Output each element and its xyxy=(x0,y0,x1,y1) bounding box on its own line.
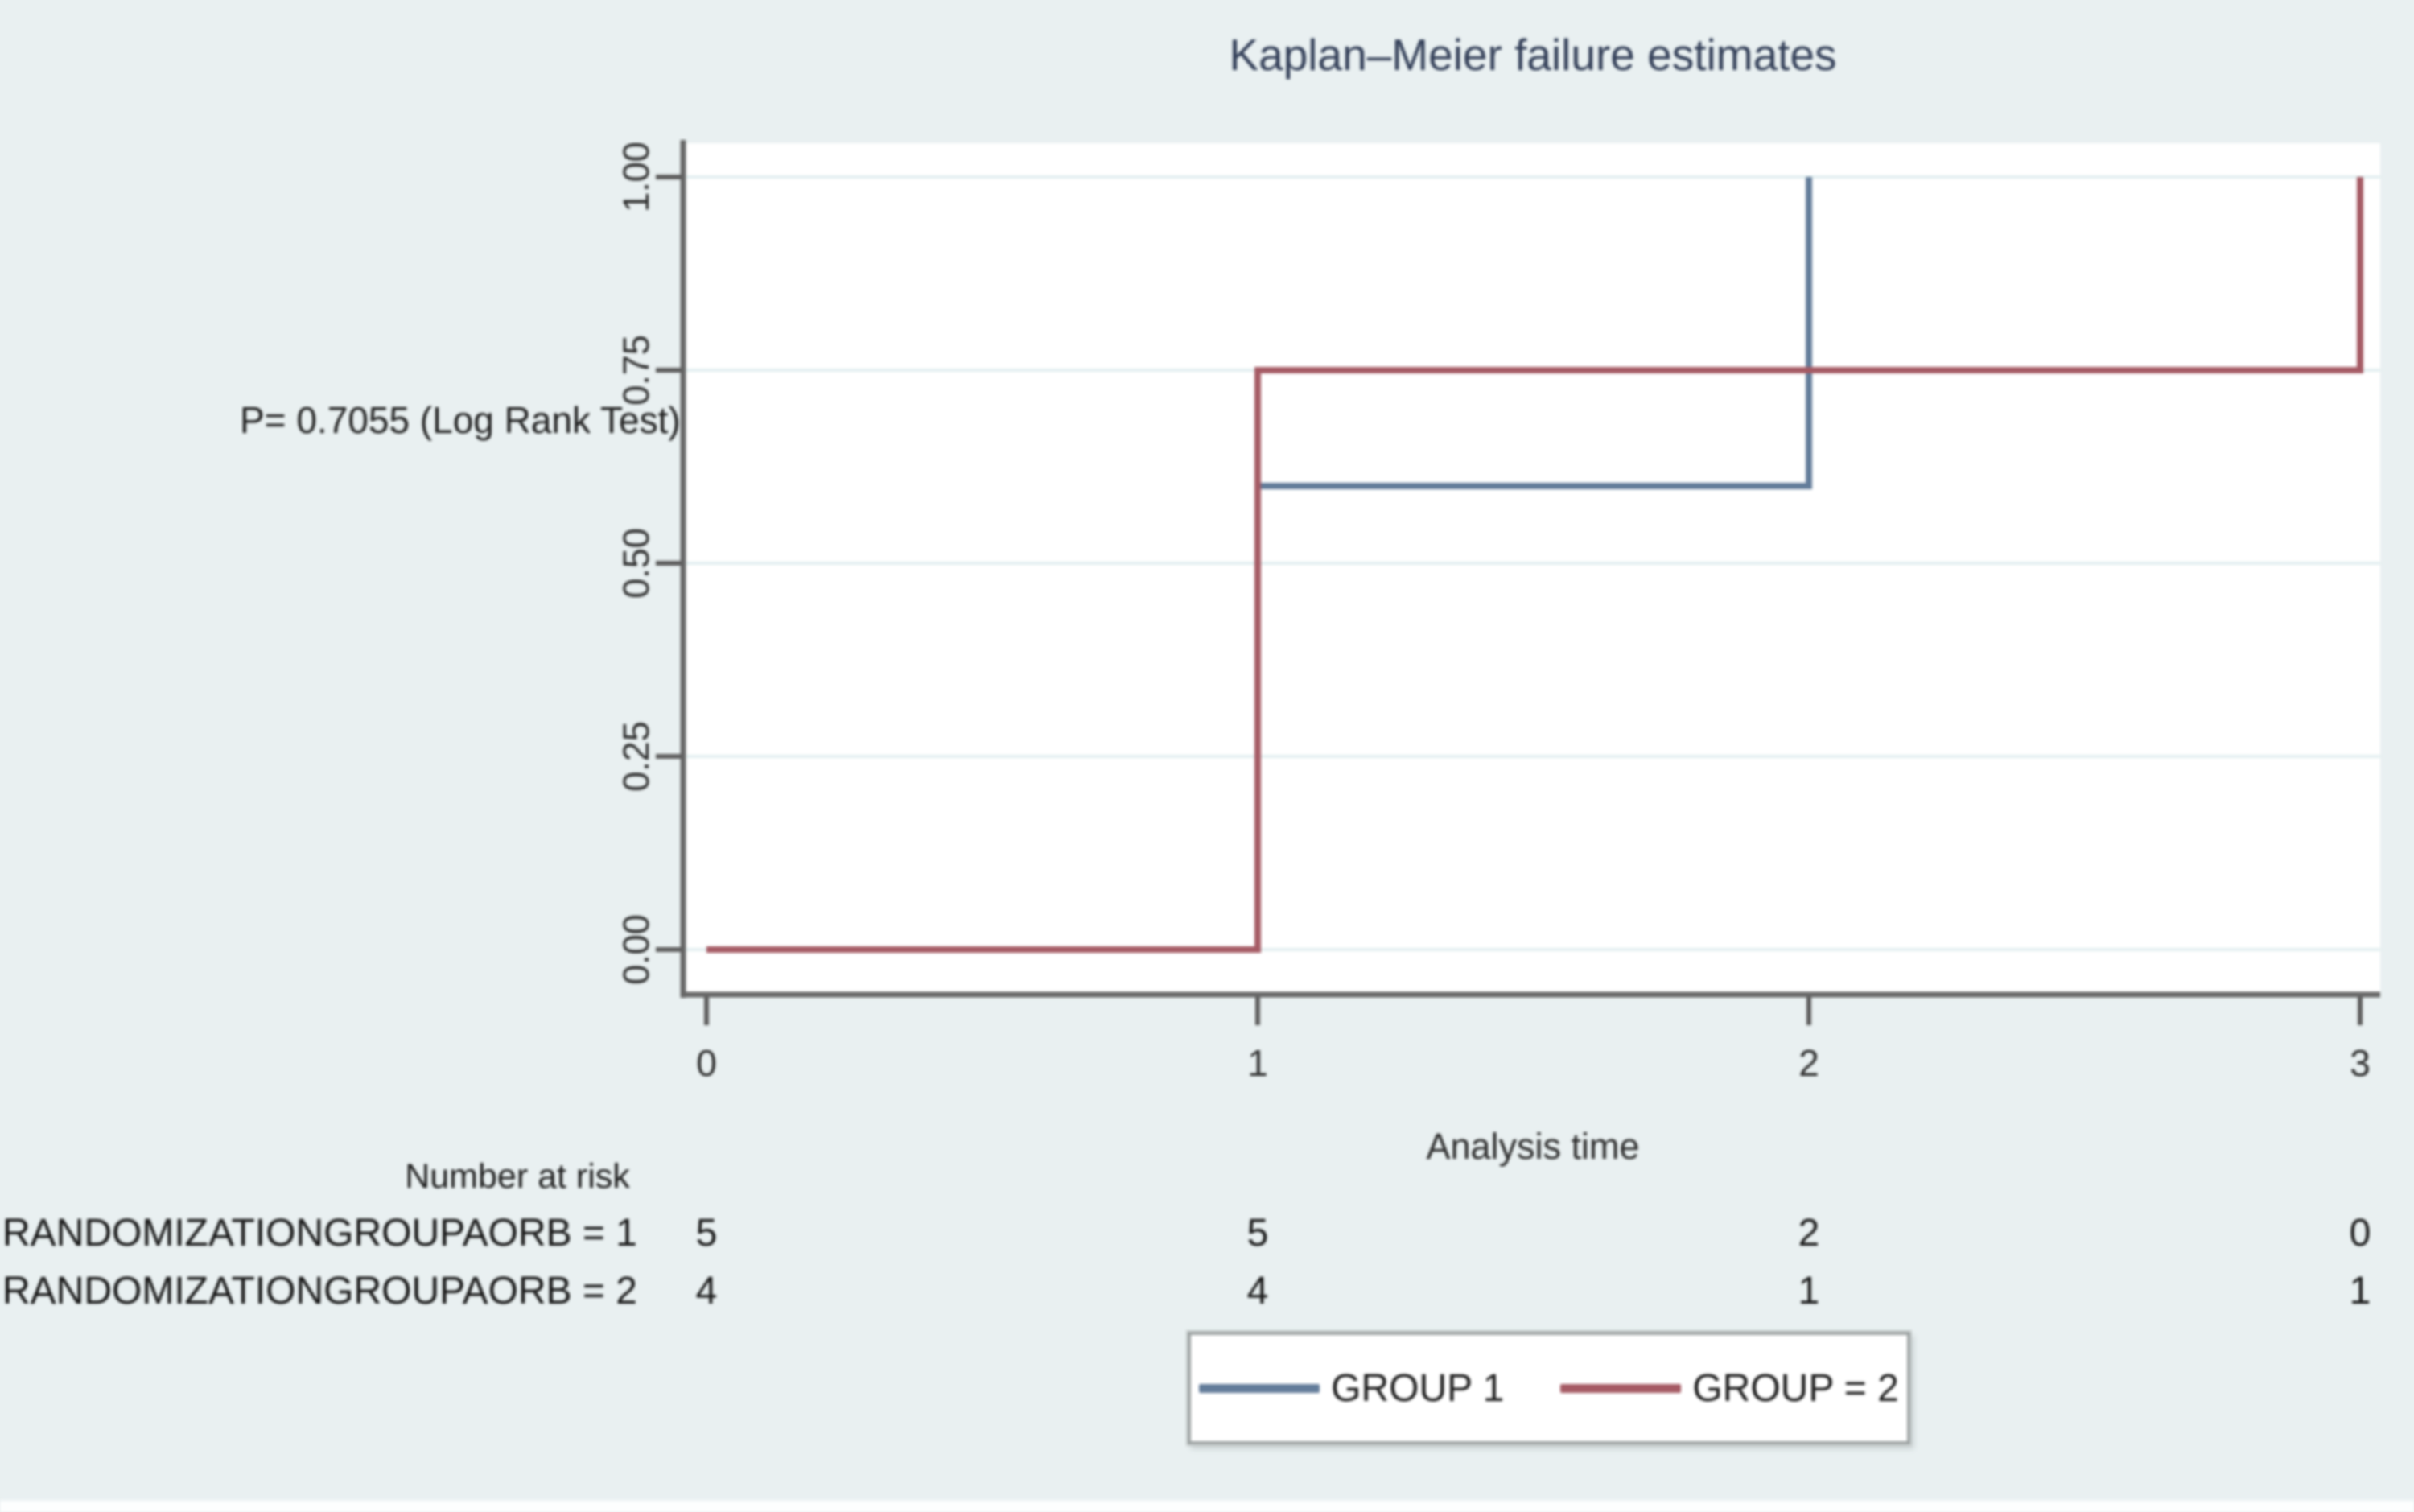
y-tick-label: 0.50 xyxy=(616,528,657,599)
x-axis-title: Analysis time xyxy=(1426,1126,1640,1167)
x-tick-label: 2 xyxy=(1798,1042,1819,1084)
risk-value: 5 xyxy=(695,1212,718,1255)
risk-row-label: RANDOMIZATIONGROUPAORB = 2 xyxy=(2,1270,637,1312)
legend-line-swatch xyxy=(1199,1383,1320,1393)
risk-value: 0 xyxy=(2349,1212,2371,1255)
x-tick-label: 1 xyxy=(1247,1042,1268,1084)
legend-entry: GROUP = 2 xyxy=(1560,1366,1899,1411)
x-tick-label: 0 xyxy=(696,1042,717,1084)
risk-value: 4 xyxy=(1246,1270,1269,1312)
risk-row-label: RANDOMIZATIONGROUPAORB = 1 xyxy=(2,1212,637,1255)
plot-area xyxy=(686,143,2380,995)
risk-value: 1 xyxy=(2349,1270,2371,1312)
legend-entry: GROUP 1 xyxy=(1199,1366,1504,1411)
y-tick-label: 1.00 xyxy=(616,142,657,212)
log-rank-pvalue-annotation: P= 0.7055 (Log Rank Test) xyxy=(240,399,681,441)
legend-label: GROUP = 2 xyxy=(1692,1366,1899,1410)
legend-label: GROUP 1 xyxy=(1331,1366,1505,1410)
x-tick-label: 3 xyxy=(2350,1042,2371,1084)
chart-title: Kaplan–Meier failure estimates xyxy=(1229,30,1837,80)
legend-line-swatch xyxy=(1560,1383,1682,1393)
risk-value: 4 xyxy=(695,1270,718,1312)
window-bottom-edge xyxy=(0,1499,2414,1512)
risk-value: 5 xyxy=(1246,1212,1269,1255)
legend: GROUP 1 GROUP = 2 xyxy=(1188,1332,1910,1444)
risk-value: 1 xyxy=(1798,1270,1820,1312)
y-tick-label: 0.25 xyxy=(616,721,657,792)
number-at-risk-header: Number at risk xyxy=(405,1157,630,1196)
y-tick-label: 0.75 xyxy=(616,335,657,406)
y-tick-label: 0.00 xyxy=(616,914,657,985)
km-curve-2 xyxy=(706,177,2363,953)
risk-value: 2 xyxy=(1798,1212,1820,1255)
